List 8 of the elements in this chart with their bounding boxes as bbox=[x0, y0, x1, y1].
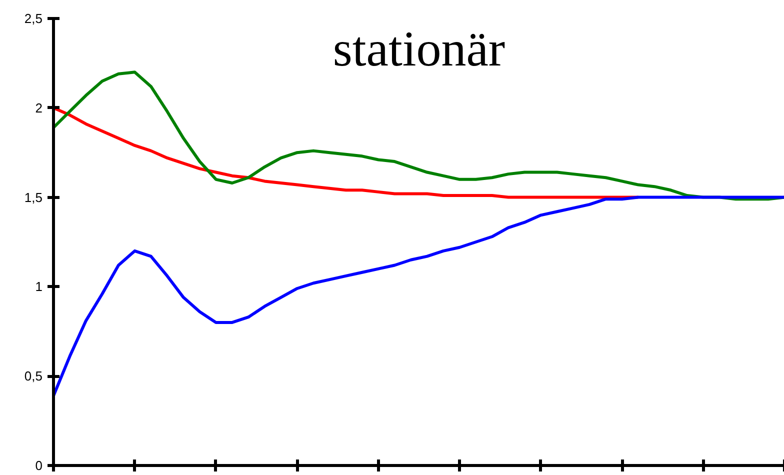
y-tick-label: 1,5 bbox=[24, 190, 43, 205]
y-tick-label: 2 bbox=[35, 100, 43, 116]
y-tick-label: 2,5 bbox=[24, 11, 43, 26]
chart-title: stationär bbox=[332, 20, 506, 76]
y-tick-label: 0 bbox=[35, 458, 43, 473]
y-tick-label: 1 bbox=[35, 279, 43, 294]
y-tick-label: 0,5 bbox=[24, 368, 43, 384]
line-series bbox=[54, 196, 784, 398]
